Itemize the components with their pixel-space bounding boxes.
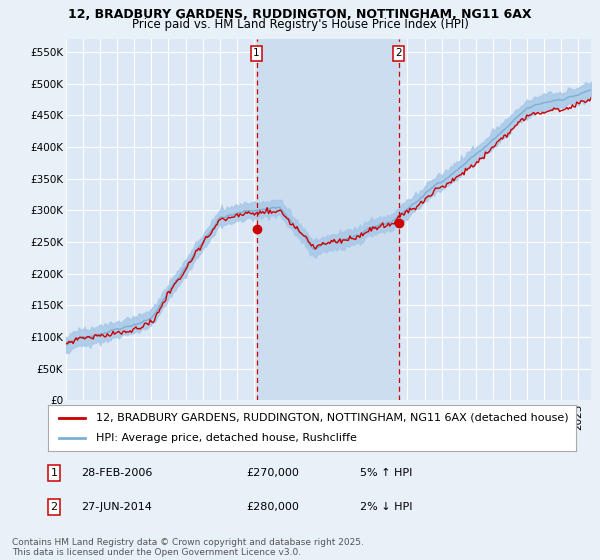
- Text: 2% ↓ HPI: 2% ↓ HPI: [360, 502, 413, 512]
- Text: £280,000: £280,000: [246, 502, 299, 512]
- Text: Price paid vs. HM Land Registry's House Price Index (HPI): Price paid vs. HM Land Registry's House …: [131, 18, 469, 31]
- Text: 27-JUN-2014: 27-JUN-2014: [81, 502, 152, 512]
- Text: 2: 2: [395, 48, 402, 58]
- Text: 1: 1: [253, 48, 260, 58]
- Text: 12, BRADBURY GARDENS, RUDDINGTON, NOTTINGHAM, NG11 6AX: 12, BRADBURY GARDENS, RUDDINGTON, NOTTIN…: [68, 8, 532, 21]
- Text: HPI: Average price, detached house, Rushcliffe: HPI: Average price, detached house, Rush…: [95, 433, 356, 443]
- Text: 2: 2: [50, 502, 58, 512]
- Text: Contains HM Land Registry data © Crown copyright and database right 2025.
This d: Contains HM Land Registry data © Crown c…: [12, 538, 364, 557]
- Text: 28-FEB-2006: 28-FEB-2006: [81, 468, 152, 478]
- Bar: [257, 39, 399, 400]
- Text: 12, BRADBURY GARDENS, RUDDINGTON, NOTTINGHAM, NG11 6AX (detached house): 12, BRADBURY GARDENS, RUDDINGTON, NOTTIN…: [95, 413, 568, 423]
- Text: 1: 1: [50, 468, 58, 478]
- Text: 5% ↑ HPI: 5% ↑ HPI: [360, 468, 412, 478]
- Text: £270,000: £270,000: [246, 468, 299, 478]
